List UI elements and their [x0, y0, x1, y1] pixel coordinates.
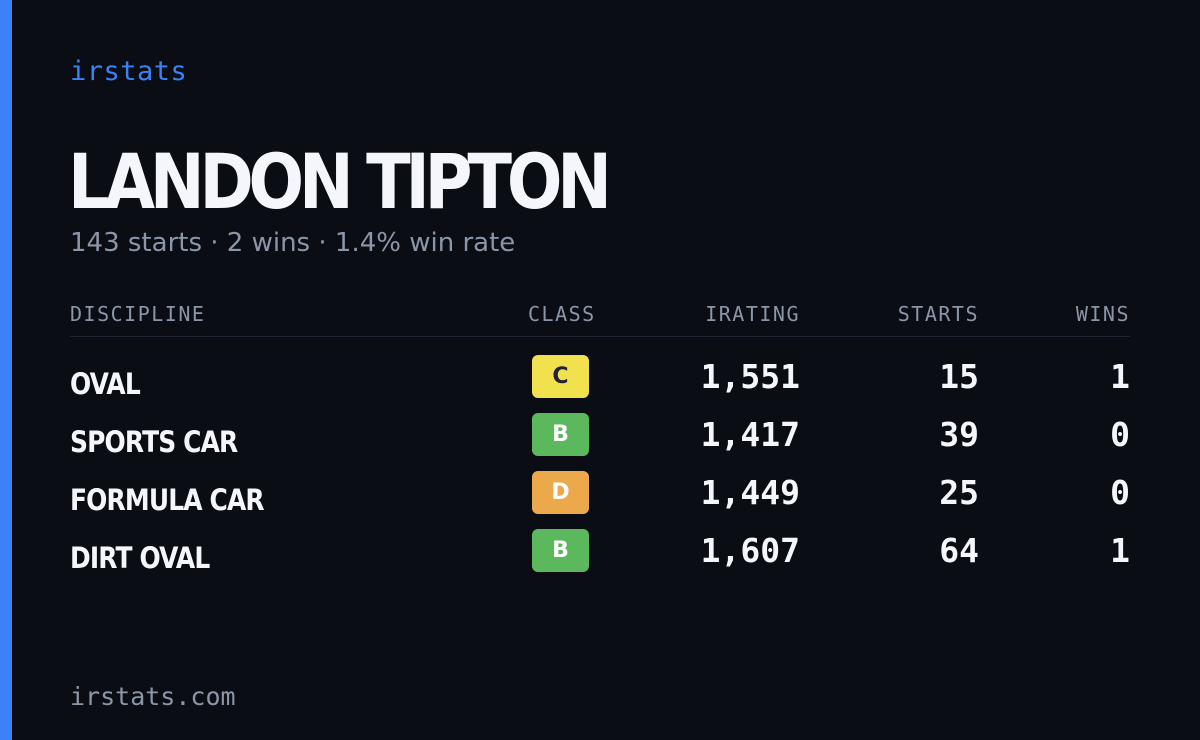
irating-value: 1,417 — [700, 415, 800, 454]
player-name: LANDON TIPTON — [68, 137, 612, 226]
wins-value: 0 — [1110, 415, 1130, 454]
class-badge: B — [532, 529, 589, 572]
wins-value: 1 — [1110, 531, 1130, 570]
starts-value: 39 — [939, 415, 979, 454]
discipline-name: OVAL — [70, 367, 141, 401]
table-row: DIRT OVAL B 1,607 64 1 — [70, 527, 1130, 585]
table-body: OVAL C 1,551 15 1 SPORTS CAR B 1,417 39 … — [70, 353, 1130, 585]
discipline-name: DIRT OVAL — [70, 541, 210, 575]
table-header: DISCIPLINE CLASS IRATING STARTS WINS — [70, 296, 1130, 337]
stats-table: DISCIPLINE CLASS IRATING STARTS WINS OVA… — [70, 296, 1130, 585]
table-row: OVAL C 1,551 15 1 — [70, 353, 1130, 411]
header-starts: STARTS — [897, 302, 979, 326]
class-badge: D — [532, 471, 589, 514]
footer-url: irstats.com — [70, 682, 236, 711]
starts-value: 64 — [939, 531, 979, 570]
table-row: FORMULA CAR D 1,449 25 0 — [70, 469, 1130, 527]
irating-value: 1,449 — [700, 473, 800, 512]
accent-bar — [0, 0, 12, 740]
table-row: SPORTS CAR B 1,417 39 0 — [70, 411, 1130, 469]
starts-value: 25 — [939, 473, 979, 512]
discipline-name: FORMULA CAR — [70, 483, 265, 517]
discipline-name: SPORTS CAR — [70, 425, 238, 459]
wins-value: 0 — [1110, 473, 1130, 512]
starts-value: 15 — [939, 357, 979, 396]
header-wins: WINS — [1075, 302, 1130, 326]
wins-value: 1 — [1110, 357, 1130, 396]
class-badge: B — [532, 413, 589, 456]
irating-value: 1,551 — [700, 357, 800, 396]
header-discipline: DISCIPLINE — [70, 302, 206, 326]
brand-logo: irstats — [70, 56, 188, 87]
class-badge: C — [532, 355, 589, 398]
irating-value: 1,607 — [700, 531, 800, 570]
header-class: CLASS — [528, 302, 596, 326]
player-summary: 143 starts · 2 wins · 1.4% win rate — [70, 228, 516, 258]
header-irating: IRATING — [705, 302, 800, 326]
